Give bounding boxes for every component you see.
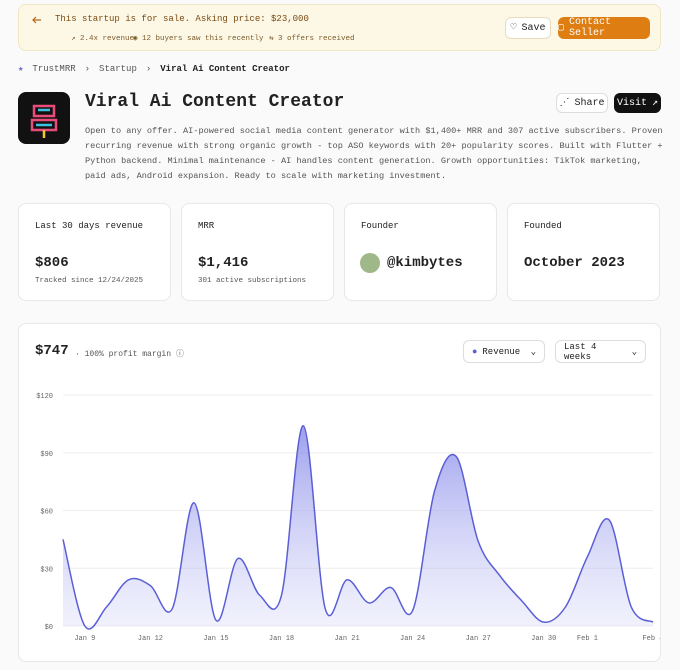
caret: ⌄ (631, 346, 637, 357)
range-label: Last 4 weeks (564, 341, 597, 362)
line (62, 425, 654, 630)
x-tick-label: Jan 12 (138, 635, 163, 643)
visit-button[interactable]: Visit ↗ (614, 93, 661, 113)
star: ★ (18, 64, 24, 74)
card-note: Tracked since 12/24/2025 (35, 277, 144, 285)
avatar (360, 253, 380, 273)
x-tick-label: Jan 27 (466, 635, 491, 643)
save-label: Save (521, 22, 546, 34)
area (63, 425, 653, 630)
stat-text: 12 buyers saw this recently (142, 35, 264, 43)
crumb: Viral Ai Content Creator (160, 64, 290, 74)
save-button[interactable]: ♡ Save (505, 17, 551, 39)
logo-art (30, 104, 58, 138)
description: Open to any offer. AI-powered social med… (85, 126, 663, 181)
card-note: 301 active subscriptions (198, 277, 307, 285)
x-tick-label: Jan 18 (269, 635, 294, 643)
breadcrumb: ★ TrustMRR › Startup › Viral Ai Content Creat… (18, 64, 290, 74)
crumb[interactable]: Startup (99, 64, 137, 74)
y-tick-label: $120 (36, 393, 53, 401)
card-label: MRR (198, 221, 215, 231)
card-label: Founder (361, 221, 399, 231)
visit-label: Visit (616, 97, 647, 109)
x-tick-label: Feb 4 (642, 635, 660, 643)
crumb[interactable]: TrustMRR (32, 64, 76, 74)
sep: › (145, 64, 152, 74)
card-value: $806 (35, 255, 69, 271)
stat-card: Last 30 days revenue $806 Tracked since 12… (18, 203, 171, 301)
chart-summary: $747 (35, 343, 69, 359)
card-label: Last 30 days revenue (35, 221, 144, 231)
share-button[interactable]: ⋰ Share (556, 93, 608, 113)
x-tick-label: Jan 24 (400, 635, 425, 643)
stat: ↗ 2.4x revenue (71, 35, 135, 43)
stat: ⇆ 3 offers received (269, 35, 355, 43)
logo (18, 92, 70, 144)
series-select[interactable]: ● Revenue ⌄ (463, 340, 545, 363)
y-tick-label: $30 (40, 566, 53, 574)
stat-card: MRR $1,416 301 active subscriptions (181, 203, 334, 301)
stat-card: Founder @kimbytes (344, 203, 497, 301)
stat-card: Founded October 2023 (507, 203, 660, 301)
sep: › (84, 64, 91, 74)
legend-label: Revenue (482, 346, 521, 357)
x-tick-label: Jan 9 (74, 635, 95, 643)
title: Viral Ai Content Creator (85, 92, 345, 112)
contact-label: Contact Seller (569, 17, 612, 39)
x-tick-label: Jan 15 (203, 635, 228, 643)
y-tick-label: $0 (45, 624, 53, 632)
chart-card: $747 · 100% profit margin ⓘ ● Revenue ⌄ La… (18, 323, 661, 662)
stat-text: 2.4x revenue (80, 35, 135, 43)
chart: $0 $30 $60 $90 $120 Jan 9 Jan 12 Jan 15 Jan 18 Ja… (36, 393, 660, 643)
share-label: Share (574, 97, 605, 109)
x-tick-label: Feb 1 (577, 635, 598, 643)
caret: ⌄ (530, 346, 536, 357)
legend-dot: ● (472, 346, 478, 357)
card-value: October 2023 (524, 255, 625, 271)
x-tick-label: Jan 30 (531, 635, 556, 643)
margin-text: 100% profit margin (84, 350, 172, 359)
stat: ◉ 12 buyers saw this recently (133, 35, 264, 43)
y-tick-label: $60 (40, 509, 53, 517)
card-value: @kimbytes (387, 255, 463, 271)
card-value: $1,416 (198, 255, 249, 271)
sale-message: This startup is for sale. Asking price: … (55, 14, 309, 24)
range-select[interactable]: Last 4 weeks ⌄ (555, 340, 646, 363)
margin: · 100% profit margin ⓘ (75, 350, 184, 359)
card-label: Founded (524, 221, 562, 231)
sale-banner: This startup is for sale. Asking price: … (18, 4, 661, 51)
x-tick-label: Jan 21 (334, 635, 359, 643)
back-icon[interactable] (31, 15, 43, 25)
y-tick-label: $90 (40, 451, 53, 459)
stat-text: 3 offers received (278, 35, 355, 43)
contact-button[interactable]: ▢ Contact Seller (558, 17, 650, 39)
